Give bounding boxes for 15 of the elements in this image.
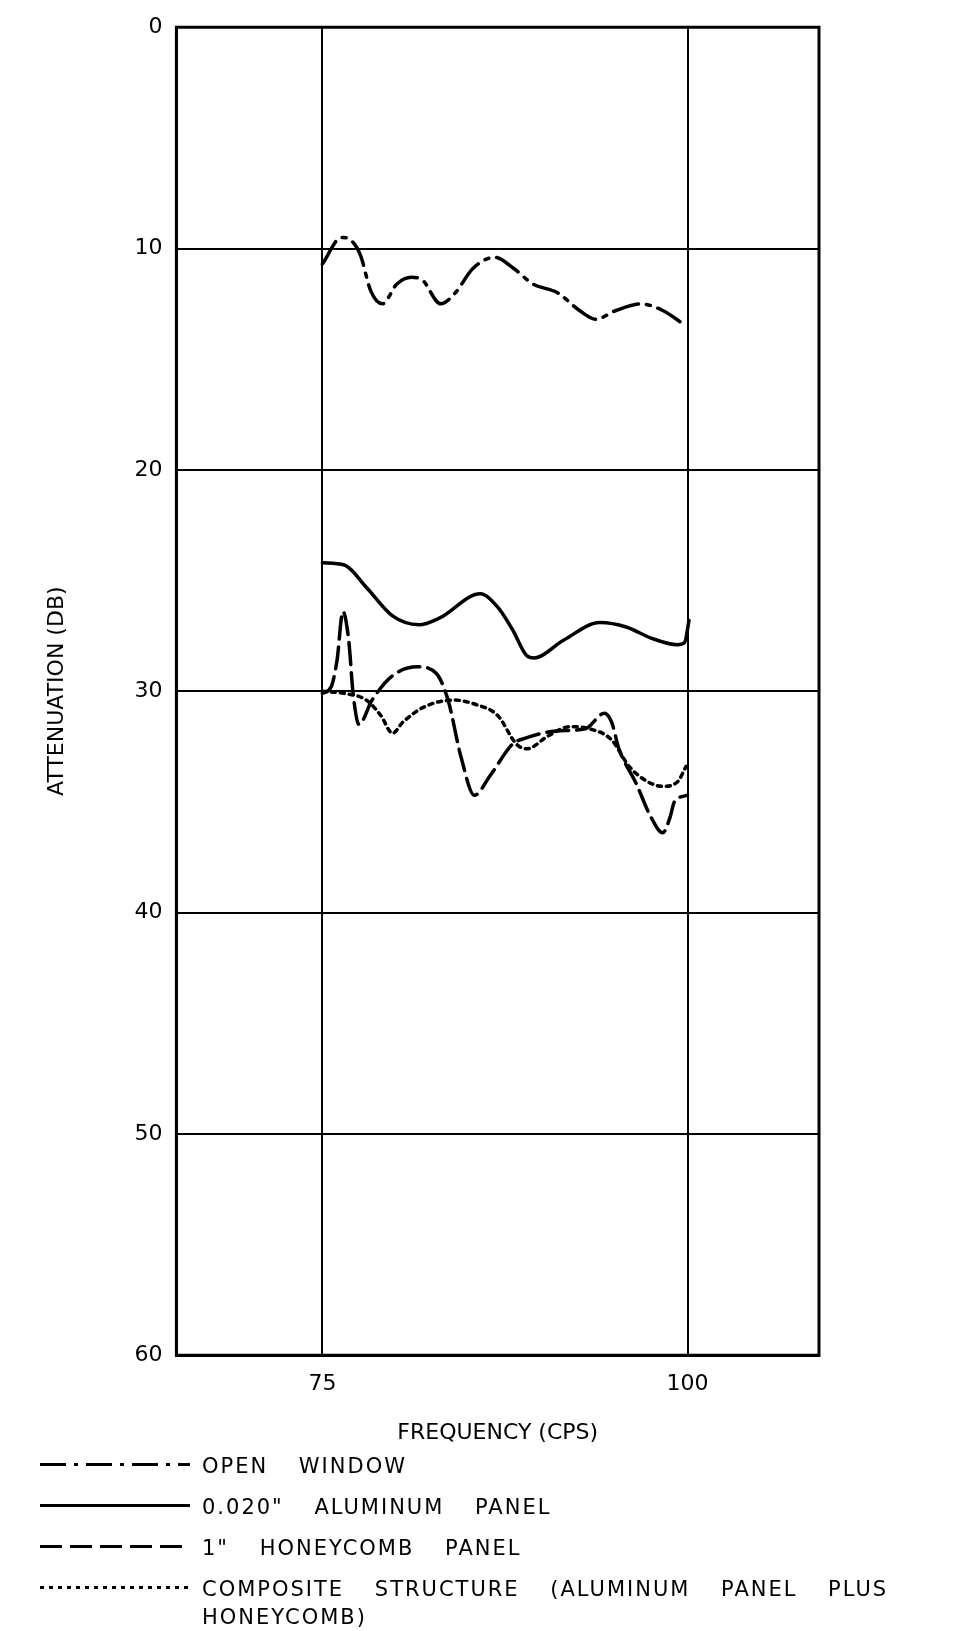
y-tick-label: 60	[134, 1340, 163, 1366]
legend-label: 1" HONEYCOMB PANEL	[202, 1535, 523, 1562]
y-tick-label: 20	[134, 455, 163, 481]
y-tick-label: 10	[134, 234, 163, 260]
x-tick-label: 100	[666, 1370, 709, 1396]
legend-label: OPEN WINDOW	[202, 1453, 408, 1480]
legend-label: COMPOSITE STRUCTURE (ALUMINUM PANEL PLUS HONEYCOMB)	[202, 1576, 890, 1631]
y-tick-label: 50	[134, 1119, 163, 1145]
y-tick-label: 40	[134, 898, 163, 924]
x-axis-title: FREQUENCY (CPS)	[397, 1418, 599, 1444]
y-tick-label: 30	[134, 676, 163, 702]
legend-label: 0.020" ALUMINUM PANEL	[202, 1494, 553, 1521]
y-tick-label: 0	[148, 12, 163, 38]
x-tick-label: 75	[308, 1370, 337, 1396]
y-axis-title: ATTENUATION (DB)	[42, 586, 68, 796]
